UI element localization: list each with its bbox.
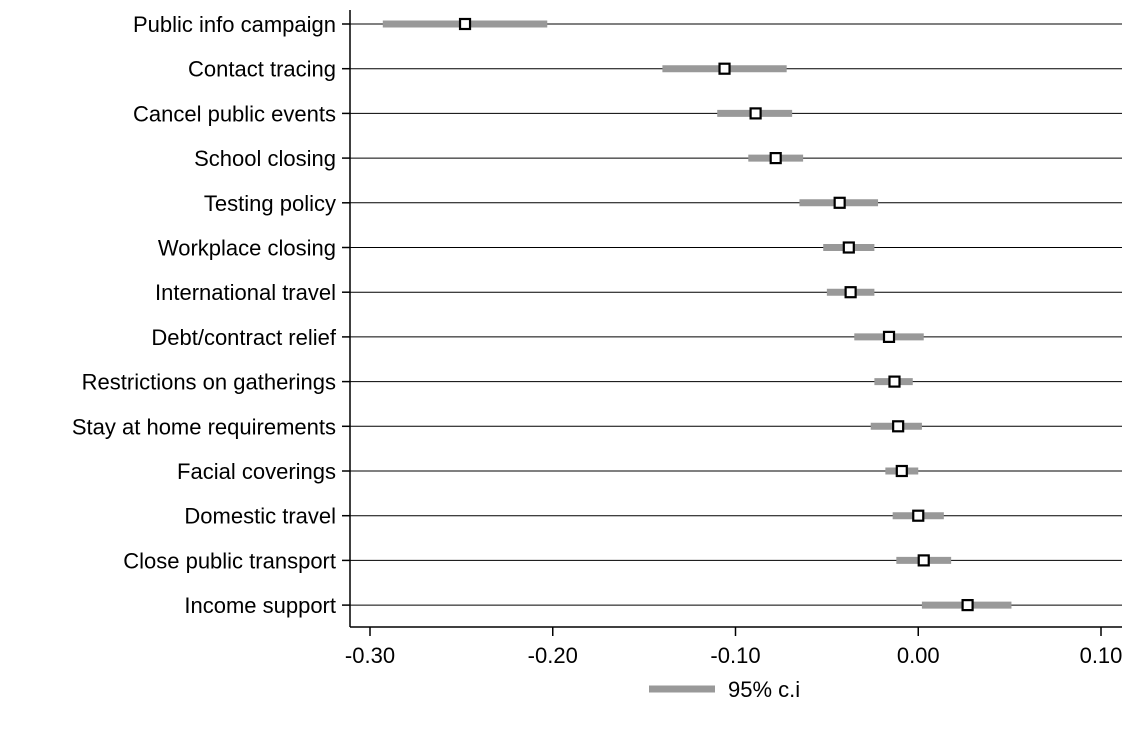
point-estimate-marker bbox=[718, 62, 731, 75]
x-tick-label: -0.10 bbox=[710, 643, 760, 668]
category-label: Close public transport bbox=[123, 548, 336, 573]
point-estimate-marker bbox=[961, 598, 974, 612]
category-label: Testing policy bbox=[204, 191, 336, 216]
point-estimate-marker bbox=[833, 196, 846, 209]
category-label: International travel bbox=[155, 280, 336, 305]
category-label: Cancel public events bbox=[133, 101, 336, 126]
point-estimate-marker bbox=[769, 152, 782, 165]
category-label: Debt/contract relief bbox=[151, 325, 337, 350]
category-label: Restrictions on gatherings bbox=[82, 370, 336, 395]
x-axis-ticks: -0.30 -0.20 -0.10 0.00 0.10 bbox=[345, 627, 1122, 668]
x-tick-label: -0.30 bbox=[345, 643, 395, 668]
point-estimate-marker bbox=[912, 509, 925, 522]
x-tick-label: -0.20 bbox=[528, 643, 578, 668]
point-estimate-marker bbox=[842, 241, 855, 254]
category-label: School closing bbox=[194, 146, 336, 171]
point-estimate-marker bbox=[917, 554, 930, 567]
category-label: Income support bbox=[184, 593, 336, 618]
point-estimate-marker bbox=[458, 17, 472, 31]
point-estimate-marker bbox=[844, 286, 857, 299]
category-label: Public info campaign bbox=[133, 12, 336, 37]
category-label: Domestic travel bbox=[184, 504, 336, 529]
point-estimate-marker bbox=[892, 420, 905, 433]
x-tick-label: 0.10 bbox=[1080, 643, 1123, 668]
point-estimate-marker bbox=[749, 107, 762, 120]
category-label: Contact tracing bbox=[188, 57, 336, 82]
category-label: Facial coverings bbox=[177, 459, 336, 484]
point-estimate-marker bbox=[895, 464, 908, 478]
x-tick-label: 0.00 bbox=[897, 643, 940, 668]
point-estimates bbox=[458, 17, 974, 612]
legend: 95% c.i bbox=[649, 677, 800, 702]
category-label: Stay at home requirements bbox=[72, 414, 336, 439]
category-label: Workplace closing bbox=[158, 236, 336, 261]
point-estimate-marker bbox=[882, 330, 896, 343]
legend-ci-label: 95% c.i bbox=[728, 677, 800, 702]
point-estimate-marker bbox=[888, 375, 901, 388]
category-labels: Public info campaign Contact tracing Cance… bbox=[72, 12, 337, 618]
